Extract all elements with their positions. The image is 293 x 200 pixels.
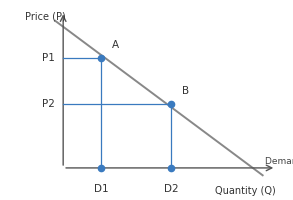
Text: D2: D2 (164, 184, 178, 194)
Text: D1: D1 (93, 184, 108, 194)
Text: P1: P1 (42, 53, 55, 63)
Text: Quantity (Q): Quantity (Q) (215, 186, 276, 196)
Text: B: B (182, 86, 189, 96)
Text: Demand (D): Demand (D) (265, 157, 293, 166)
Text: A: A (112, 40, 119, 50)
Text: P2: P2 (42, 99, 55, 109)
Text: Price (P): Price (P) (25, 12, 66, 22)
